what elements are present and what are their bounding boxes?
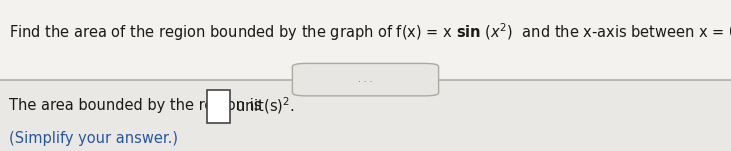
Text: unit(s)$^2$.: unit(s)$^2$. [235,95,295,116]
Text: . . .: . . . [358,75,373,84]
Text: (Simplify your answer.): (Simplify your answer.) [9,131,178,146]
Text: The area bounded by the region is: The area bounded by the region is [9,98,266,113]
Bar [0,80,731,151]
Text: Find the area of the region bounded by the graph of f(x) = x $\mathbf{sin}$ $(x^: Find the area of the region bounded by t… [9,22,731,43]
Bar [0,0,731,80]
FancyBboxPatch shape [292,63,439,96]
Bar [207,90,230,123]
